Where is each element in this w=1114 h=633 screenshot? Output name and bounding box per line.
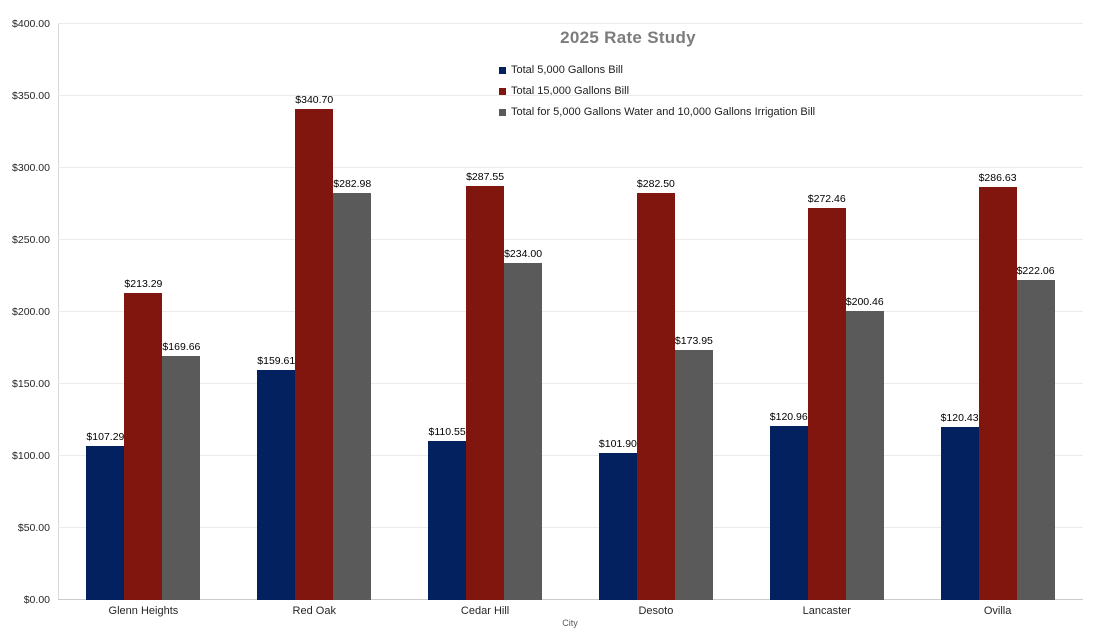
legend-item-total-for-5-000-gallons-water-and-10-000-gallons-irrigation-bill: Total for 5,000 Gallons Water and 10,000…: [499, 106, 815, 119]
x-axis-line: [58, 599, 1083, 600]
gridline: [58, 95, 1083, 96]
legend-swatch-icon: [499, 109, 506, 116]
y-tick-label: $150.00: [12, 378, 50, 390]
gridline: [58, 455, 1083, 456]
bar-value-label: $173.95: [674, 334, 713, 347]
y-axis-line: [58, 24, 59, 600]
bar-value-label: $213.29: [124, 277, 163, 290]
bar-red-oak-series-0: [257, 370, 296, 600]
bar-ovilla-series-2: [1016, 280, 1055, 600]
legend-label: Total 5,000 Gallons Bill: [511, 64, 623, 76]
legend-swatch-icon: [499, 88, 506, 95]
bar-cedar-hill-series-2: [504, 263, 543, 600]
chart-legend: Total 5,000 Gallons Bill Total 15,000 Gal…: [499, 64, 815, 127]
bar-glenn-heights-series-1: [124, 292, 163, 600]
bar-value-label: $282.98: [333, 177, 372, 190]
plot-area: $107.29 $213.29 $169.66 $159.61 $340.70 $282.…: [58, 23, 1083, 600]
bar-lancaster-series-1: [807, 207, 846, 600]
gridline: [58, 167, 1083, 168]
bar-desoto-series-1: [636, 193, 675, 600]
bar-red-oak-series-2: [333, 192, 372, 600]
x-axis-title: City: [562, 618, 578, 628]
bar-value-label: $120.43: [940, 411, 979, 424]
bar-desoto-series-0: [598, 453, 637, 600]
gridline: [58, 23, 1083, 24]
bar-value-label: $286.63: [978, 172, 1017, 185]
y-tick-label: $250.00: [12, 234, 50, 246]
x-tick-label-ovilla: Ovilla: [983, 605, 1012, 617]
bar-lancaster-series-0: [769, 425, 808, 600]
x-tick-label-red-oak: Red Oak: [292, 605, 336, 617]
x-tick-label-cedar-hill: Cedar Hill: [460, 605, 510, 617]
bar-value-label: $159.61: [257, 355, 296, 368]
bar-value-label: $101.90: [598, 438, 637, 451]
gridline: [58, 527, 1083, 528]
legend-label: Total for 5,000 Gallons Water and 10,000…: [511, 106, 816, 118]
bar-value-label: $222.06: [1016, 265, 1055, 278]
bar-cedar-hill-series-1: [466, 185, 505, 600]
bar-value-label: $287.55: [466, 170, 505, 183]
bar-value-label: $107.29: [86, 430, 125, 443]
legend-item-total-15-000-gallons-bill: Total 15,000 Gallons Bill: [499, 85, 815, 98]
bar-lancaster-series-2: [845, 311, 884, 600]
bar-desoto-series-2: [674, 349, 713, 600]
bar-value-label: $272.46: [807, 192, 846, 205]
bar-value-label: $120.96: [769, 410, 808, 423]
bar-value-label: $110.55: [428, 425, 466, 438]
y-tick-label: $200.00: [12, 306, 50, 318]
gridline: [58, 383, 1083, 384]
bar-value-label: $169.66: [162, 340, 201, 353]
legend-swatch-icon: [499, 67, 506, 74]
bar-value-label: $282.50: [636, 178, 675, 191]
y-tick-label: $0.00: [23, 594, 50, 606]
bar-value-label: $234.00: [504, 248, 543, 261]
y-tick-label: $100.00: [12, 450, 50, 462]
gridline: [58, 239, 1083, 240]
y-tick-label: $300.00: [12, 162, 50, 174]
bar-value-label: $340.70: [295, 94, 334, 107]
bar-cedar-hill-series-0: [428, 440, 467, 600]
bar-glenn-heights-series-2: [162, 355, 201, 600]
gridline: [58, 311, 1083, 312]
bar-glenn-heights-series-0: [86, 445, 125, 600]
legend-label: Total 15,000 Gallons Bill: [511, 85, 630, 97]
bar-red-oak-series-1: [295, 109, 334, 600]
legend-item-total-5-000-gallons-bill: Total 5,000 Gallons Bill: [499, 64, 815, 77]
y-tick-label: $400.00: [12, 18, 50, 30]
bar-value-label: $200.46: [845, 296, 884, 309]
chart-title: 2025 Rate Study: [560, 28, 696, 47]
x-tick-label-glenn-heights: Glenn Heights: [108, 605, 179, 617]
y-tick-label: $350.00: [12, 90, 50, 102]
y-tick-label: $50.00: [17, 522, 50, 534]
x-tick-label-desoto: Desoto: [638, 605, 674, 617]
bar-ovilla-series-1: [978, 187, 1017, 600]
x-tick-label-lancaster: Lancaster: [802, 605, 851, 617]
bar-ovilla-series-0: [940, 426, 979, 600]
